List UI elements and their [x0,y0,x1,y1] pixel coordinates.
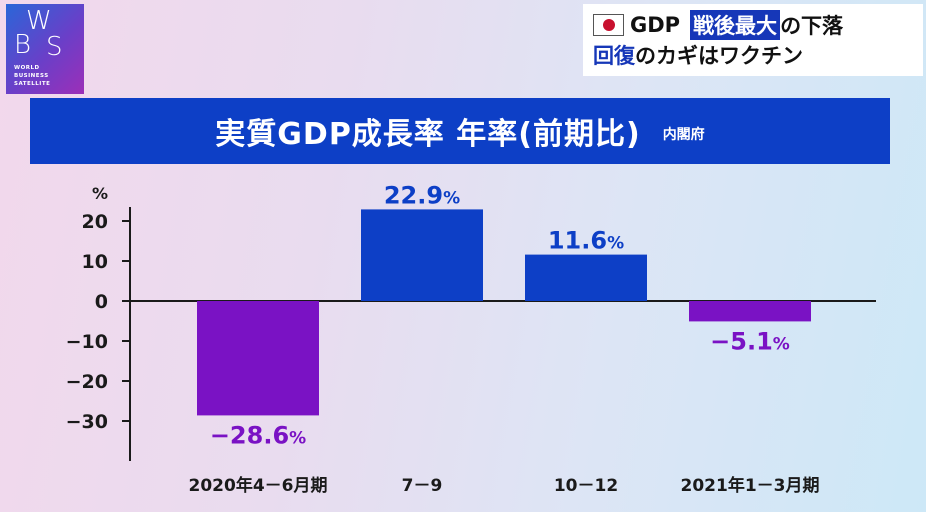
japan-flag-icon [593,14,624,36]
y-tick-label: −10 [66,331,108,353]
y-tick-label: 10 [82,251,108,273]
category-label-1: 7－9 [402,476,443,496]
bar-0 [197,301,319,416]
headline-line2-rest: のカギはワクチン [635,44,803,68]
chart-title: 実質GDP成長率 年率(前期比) [215,117,641,152]
data-label-0: −28.6% [210,421,306,449]
wbs-logo-letters: W B S [12,8,78,64]
data-label-3: −5.1% [710,327,790,355]
y-tick-label: 20 [82,211,108,233]
headline-recovery: 回復 [593,44,635,68]
y-tick-label: −30 [66,411,108,433]
category-label-0: 2020年4－6月期 [189,475,328,496]
bar-2 [525,254,647,301]
news-headline-box: GDP 戦後最大 の下落 回復 のカギはワクチン [583,4,923,76]
category-label-3: 2021年1－3月期 [681,475,820,496]
logo-letter-s: S [46,32,63,62]
data-label-2: 11.6% [548,227,624,255]
headline-line1-rest: の下落 [780,14,844,38]
headline-highlight: 戦後最大 [690,10,781,40]
chart-source: 内閣府 [662,127,705,143]
logo-subtitle: WORLD BUSINESS SATELLITE [14,65,51,87]
y-axis-unit: % [92,184,108,203]
bar-1 [361,209,483,301]
chart-title-band: 実質GDP成長率 年率(前期比) 内閣府 [30,98,890,164]
y-tick-label: −20 [66,371,108,393]
bar-3 [689,301,811,322]
headline-gdp: GDP [630,13,681,37]
logo-letter-w: W [26,6,52,36]
category-label-2: 10－12 [554,476,618,496]
y-tick-label: 0 [95,291,108,313]
wbs-logo: W B S WORLD BUSINESS SATELLITE [6,4,84,94]
headline-line-1: GDP 戦後最大 の下落 [593,10,915,40]
logo-letter-b: B [14,30,32,60]
headline-line-2: 回復 のカギはワクチン [593,40,915,70]
data-label-1: 22.9% [384,181,460,209]
